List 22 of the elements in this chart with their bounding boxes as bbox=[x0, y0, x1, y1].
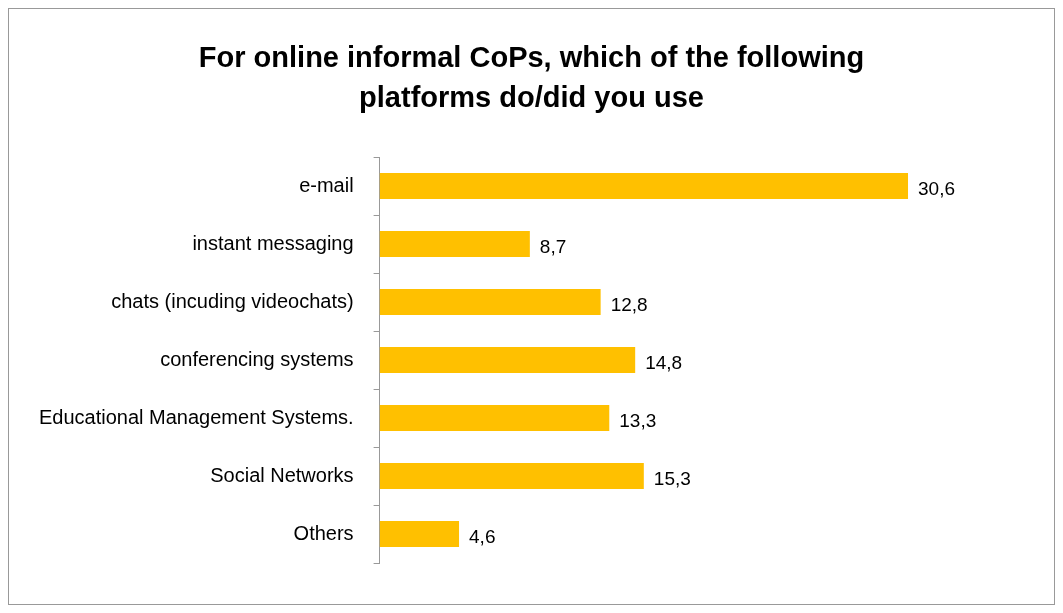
y-tick-label: chats (incuding videochats) bbox=[111, 289, 354, 312]
bar bbox=[379, 288, 601, 316]
y-tick-label: e-mail bbox=[299, 173, 354, 196]
bar bbox=[379, 346, 636, 374]
y-tick-label: instant messaging bbox=[192, 231, 354, 254]
bar bbox=[379, 404, 610, 432]
data-label: 15,3 bbox=[653, 468, 691, 490]
bar bbox=[379, 230, 530, 258]
y-tick-label: Others bbox=[293, 521, 354, 544]
y-tick-label: Social Networks bbox=[210, 463, 354, 486]
data-label: 8,7 bbox=[539, 236, 567, 258]
bar bbox=[379, 520, 460, 548]
data-label: 4,6 bbox=[469, 526, 496, 548]
data-label: 30,6 bbox=[918, 178, 955, 200]
data-label: 12,8 bbox=[610, 294, 648, 316]
bar bbox=[379, 172, 909, 200]
bar bbox=[379, 462, 644, 490]
data-label: 14,8 bbox=[645, 352, 683, 374]
y-tick-label: Educational Management Systems. bbox=[39, 405, 354, 428]
chart-title: For online informal CoPs, which of the following platforms do/did you use bbox=[197, 40, 866, 115]
data-label: 13,3 bbox=[619, 410, 657, 432]
y-tick-label: conferencing systems bbox=[160, 347, 354, 370]
